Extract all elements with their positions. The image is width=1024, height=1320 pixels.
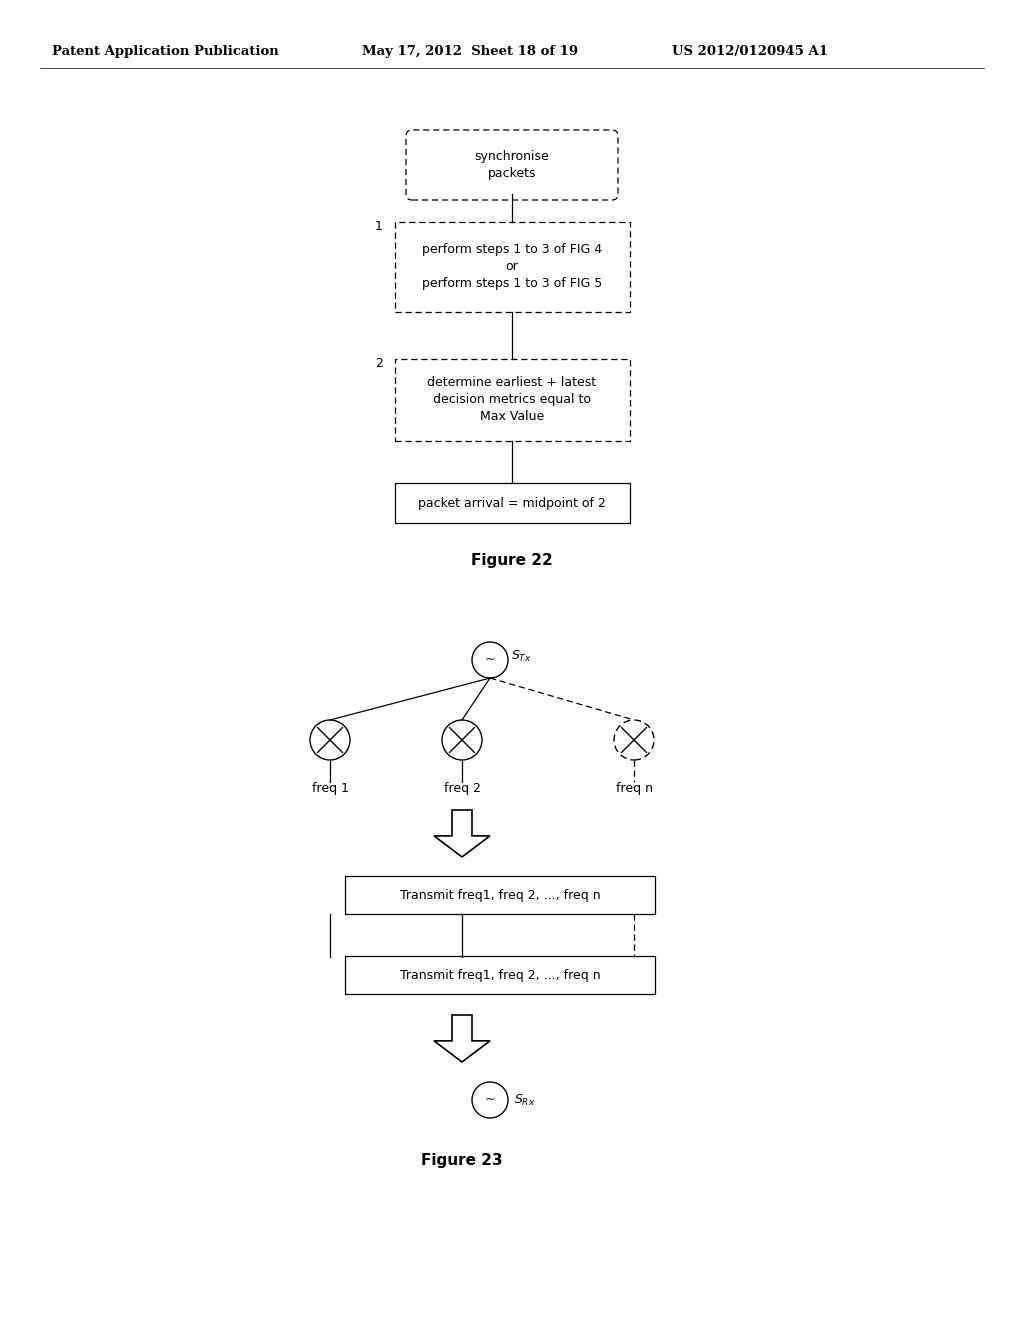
FancyBboxPatch shape — [345, 876, 655, 913]
Text: Transmit freq1, freq 2, ..., freq n: Transmit freq1, freq 2, ..., freq n — [399, 888, 600, 902]
FancyBboxPatch shape — [345, 956, 655, 994]
Text: ~: ~ — [484, 1093, 496, 1106]
Text: ~: ~ — [484, 652, 496, 665]
FancyBboxPatch shape — [394, 359, 630, 441]
Text: determine earliest + latest
decision metrics equal to
Max Value: determine earliest + latest decision met… — [427, 376, 597, 424]
Polygon shape — [434, 810, 490, 857]
Text: $S_{Rx}$: $S_{Rx}$ — [514, 1093, 536, 1107]
Text: $S_{Tx}$: $S_{Tx}$ — [511, 648, 531, 664]
Text: packet arrival = midpoint of 2: packet arrival = midpoint of 2 — [418, 496, 606, 510]
Text: freq n: freq n — [615, 781, 652, 795]
Polygon shape — [434, 1015, 490, 1063]
Text: Figure 22: Figure 22 — [471, 553, 553, 568]
Text: 1: 1 — [375, 220, 383, 234]
Text: Transmit freq1, freq 2, ..., freq n: Transmit freq1, freq 2, ..., freq n — [399, 969, 600, 982]
Text: freq 2: freq 2 — [443, 781, 480, 795]
Text: Patent Application Publication: Patent Application Publication — [52, 45, 279, 58]
FancyBboxPatch shape — [406, 129, 618, 201]
Text: US 2012/0120945 A1: US 2012/0120945 A1 — [672, 45, 828, 58]
FancyBboxPatch shape — [394, 483, 630, 523]
Text: perform steps 1 to 3 of FIG 4
or
perform steps 1 to 3 of FIG 5: perform steps 1 to 3 of FIG 4 or perform… — [422, 243, 602, 290]
FancyBboxPatch shape — [394, 222, 630, 312]
Text: Figure 23: Figure 23 — [421, 1152, 503, 1167]
Text: May 17, 2012  Sheet 18 of 19: May 17, 2012 Sheet 18 of 19 — [362, 45, 579, 58]
Text: freq 1: freq 1 — [311, 781, 348, 795]
Text: synchronise
packets: synchronise packets — [475, 150, 549, 180]
Text: 2: 2 — [375, 356, 383, 370]
